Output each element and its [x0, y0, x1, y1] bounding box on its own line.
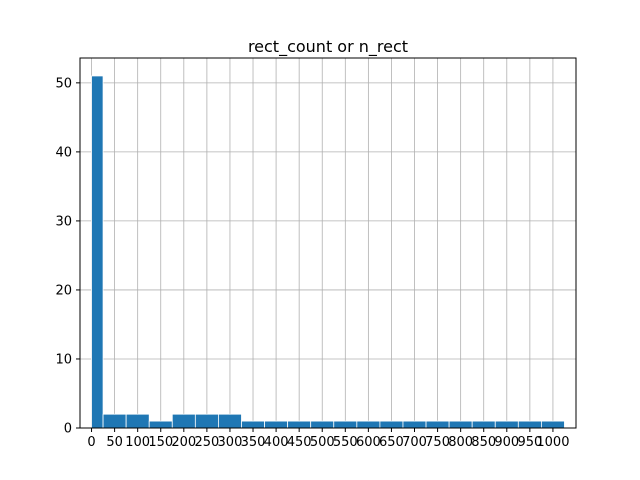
histogram-bar — [125, 413, 150, 429]
histogram-bar — [448, 420, 473, 429]
grid — [80, 58, 576, 429]
x-tick-label: 100 — [125, 435, 150, 450]
histogram-bar — [333, 420, 358, 429]
y-tick-label: 40 — [55, 145, 72, 160]
x-tick-label: 500 — [310, 435, 335, 450]
histogram-bar — [241, 420, 265, 429]
x-tick-label: 300 — [218, 435, 243, 450]
histogram-bar — [517, 420, 542, 429]
histogram-bar — [540, 420, 565, 429]
histogram-bar — [402, 420, 427, 429]
histogram-bar — [356, 420, 381, 429]
histogram-bar — [102, 413, 127, 429]
bars — [91, 75, 565, 429]
histogram-bar — [494, 420, 519, 429]
histogram-bar — [287, 420, 312, 429]
histogram-bar — [425, 420, 450, 429]
x-tick-label: 50 — [106, 435, 123, 450]
histogram-bar — [379, 420, 404, 429]
y-tick-label: 10 — [55, 352, 72, 367]
x-tick-label: 250 — [194, 435, 219, 450]
y-tick-label: 30 — [55, 214, 72, 229]
x-tick-label: 200 — [171, 435, 196, 450]
histogram-bar — [194, 413, 219, 429]
x-tick-label: 600 — [356, 435, 381, 450]
histogram-bar — [218, 413, 242, 429]
x-tick-label: 1000 — [536, 435, 569, 450]
histogram-bar — [264, 420, 289, 429]
y-axis-ticks: 0 10 20 30 40 50 — [55, 76, 80, 437]
histogram-bar — [171, 413, 196, 429]
y-tick-label: 50 — [55, 76, 72, 91]
x-tick-label: 900 — [494, 435, 519, 450]
x-tick-label: 350 — [241, 435, 266, 450]
x-tick-label: 800 — [448, 435, 473, 450]
x-tick-label: 750 — [425, 435, 450, 450]
x-tick-label: 0 — [87, 435, 95, 450]
x-tick-label: 650 — [379, 435, 404, 450]
x-tick-label: 700 — [402, 435, 427, 450]
y-tick-label: 0 — [64, 422, 72, 437]
y-tick-label: 20 — [55, 283, 72, 298]
x-tick-label: 400 — [264, 435, 289, 450]
x-axis-ticks: 0 50 1001502002503003504004505005506006507… — [87, 428, 569, 450]
histogram-bar — [471, 420, 496, 429]
x-tick-label: 550 — [333, 435, 358, 450]
x-tick-label: 850 — [471, 435, 496, 450]
x-tick-label: 150 — [148, 435, 173, 450]
x-tick-label: 450 — [287, 435, 312, 450]
chart-title: rect_count or n_rect — [248, 37, 408, 57]
plot-frame — [79, 57, 577, 429]
histogram-bar — [310, 420, 335, 429]
x-tick-label: 950 — [517, 435, 542, 450]
histogram-bar — [91, 75, 104, 429]
histogram-bar — [148, 420, 173, 429]
